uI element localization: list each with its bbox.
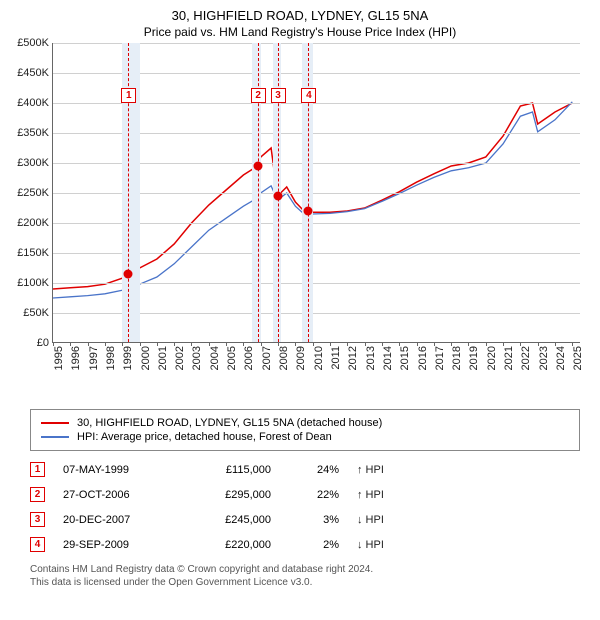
transaction-date: 20-DEC-2007 <box>63 514 173 526</box>
x-axis-tick-label: 2014 <box>382 346 394 382</box>
transaction-dot <box>273 192 282 201</box>
y-axis-tick-label: £150K <box>1 247 49 259</box>
x-axis-tick-label: 2018 <box>451 346 463 382</box>
y-axis-tick-label: £250K <box>1 187 49 199</box>
x-axis-tick-label: 1999 <box>122 346 134 382</box>
legend-box: 30, HIGHFIELD ROAD, LYDNEY, GL15 5NA (de… <box>30 409 580 451</box>
x-axis-tick-label: 1996 <box>70 346 82 382</box>
y-axis-tick-label: £400K <box>1 97 49 109</box>
transaction-date: 29-SEP-2009 <box>63 539 173 551</box>
transaction-row: 2 27-OCT-2006 £295,000 22% ↑ HPI <box>30 482 580 507</box>
transaction-pct: 24% <box>289 464 339 476</box>
x-axis-tick-label: 2004 <box>209 346 221 382</box>
x-axis-tick-label: 2003 <box>191 346 203 382</box>
transaction-table: 1 07-MAY-1999 £115,000 24% ↑ HPI 2 27-OCT-2006… <box>30 457 580 557</box>
transaction-marker-box: 4 <box>30 537 45 552</box>
legend-swatch <box>41 422 69 424</box>
transaction-price: £245,000 <box>191 514 271 526</box>
event-marker-box: 1 <box>121 88 136 103</box>
y-axis-tick-label: £300K <box>1 157 49 169</box>
transaction-row: 3 20-DEC-2007 £245,000 3% ↓ HPI <box>30 507 580 532</box>
chart-title: 30, HIGHFIELD ROAD, LYDNEY, GL15 5NA <box>4 8 596 23</box>
x-axis-tick-label: 2000 <box>140 346 152 382</box>
x-axis-tick-label: 2012 <box>347 346 359 382</box>
plot-region: £0£50K£100K£150K£200K£250K£300K£350K£400… <box>52 43 580 343</box>
y-axis-tick-label: £200K <box>1 217 49 229</box>
title-block: 30, HIGHFIELD ROAD, LYDNEY, GL15 5NA Pri… <box>0 0 600 43</box>
x-axis-tick-label: 2006 <box>243 346 255 382</box>
legend-label: 30, HIGHFIELD ROAD, LYDNEY, GL15 5NA (de… <box>77 417 382 429</box>
x-axis-tick-label: 2010 <box>313 346 325 382</box>
event-marker-box: 2 <box>251 88 266 103</box>
transaction-price: £295,000 <box>191 489 271 501</box>
transaction-price: £220,000 <box>191 539 271 551</box>
y-axis-tick-label: £0 <box>1 337 49 349</box>
footer-line-2: This data is licensed under the Open Gov… <box>30 576 580 589</box>
footer-line-1: Contains HM Land Registry data © Crown c… <box>30 563 580 576</box>
x-axis-tick-label: 2019 <box>468 346 480 382</box>
x-axis-tick-label: 2008 <box>278 346 290 382</box>
transaction-arrow: ↑ HPI <box>357 489 397 501</box>
event-marker-box: 4 <box>301 88 316 103</box>
transaction-marker-box: 3 <box>30 512 45 527</box>
transaction-dot <box>304 207 313 216</box>
transaction-arrow: ↓ HPI <box>357 514 397 526</box>
transaction-marker-box: 1 <box>30 462 45 477</box>
x-axis-tick-label: 2011 <box>330 346 342 382</box>
x-axis-tick-label: 2020 <box>486 346 498 382</box>
legend-item: HPI: Average price, detached house, Fore… <box>41 430 569 444</box>
x-axis-tick-label: 2022 <box>520 346 532 382</box>
x-axis-tick-label: 2024 <box>555 346 567 382</box>
y-axis-tick-label: £450K <box>1 67 49 79</box>
transaction-pct: 3% <box>289 514 339 526</box>
x-axis-tick-label: 2013 <box>365 346 377 382</box>
x-axis-tick-label: 2025 <box>572 346 584 382</box>
transaction-row: 1 07-MAY-1999 £115,000 24% ↑ HPI <box>30 457 580 482</box>
x-axis-tick-label: 2002 <box>174 346 186 382</box>
x-axis-tick-label: 2005 <box>226 346 238 382</box>
transaction-date: 07-MAY-1999 <box>63 464 173 476</box>
y-axis-tick-label: £50K <box>1 307 49 319</box>
x-axis-tick-label: 2001 <box>157 346 169 382</box>
legend-label: HPI: Average price, detached house, Fore… <box>77 431 332 443</box>
event-marker-box: 3 <box>271 88 286 103</box>
transaction-price: £115,000 <box>191 464 271 476</box>
legend-swatch <box>41 436 69 438</box>
x-axis-tick-label: 1995 <box>53 346 65 382</box>
chart-area: £0 £50K £100K £150K £200K £250K £300K £350K £400… <box>0 43 600 403</box>
transaction-date: 27-OCT-2006 <box>63 489 173 501</box>
transaction-row: 4 29-SEP-2009 £220,000 2% ↓ HPI <box>30 532 580 557</box>
footer-attribution: Contains HM Land Registry data © Crown c… <box>30 563 580 589</box>
transaction-pct: 22% <box>289 489 339 501</box>
x-axis-tick-label: 2017 <box>434 346 446 382</box>
x-axis-tick-label: 1997 <box>88 346 100 382</box>
x-axis-tick-label: 2021 <box>503 346 515 382</box>
chart-subtitle: Price paid vs. HM Land Registry's House … <box>4 25 596 39</box>
x-axis-tick-label: 2016 <box>417 346 429 382</box>
y-axis-tick-label: £100K <box>1 277 49 289</box>
transaction-arrow: ↓ HPI <box>357 539 397 551</box>
transaction-dot <box>124 270 133 279</box>
x-axis-tick-label: 1998 <box>105 346 117 382</box>
transaction-marker-box: 2 <box>30 487 45 502</box>
x-axis-tick-label: 2023 <box>538 346 550 382</box>
y-axis-tick-label: £350K <box>1 127 49 139</box>
x-axis-tick-label: 2007 <box>261 346 273 382</box>
transaction-pct: 2% <box>289 539 339 551</box>
chart-container: 30, HIGHFIELD ROAD, LYDNEY, GL15 5NA Pri… <box>0 0 600 589</box>
y-axis-tick-label: £500K <box>1 37 49 49</box>
x-axis-tick-label: 2015 <box>399 346 411 382</box>
x-axis-tick-label: 2009 <box>295 346 307 382</box>
legend-item: 30, HIGHFIELD ROAD, LYDNEY, GL15 5NA (de… <box>41 416 569 430</box>
transaction-dot <box>253 162 262 171</box>
transaction-arrow: ↑ HPI <box>357 464 397 476</box>
